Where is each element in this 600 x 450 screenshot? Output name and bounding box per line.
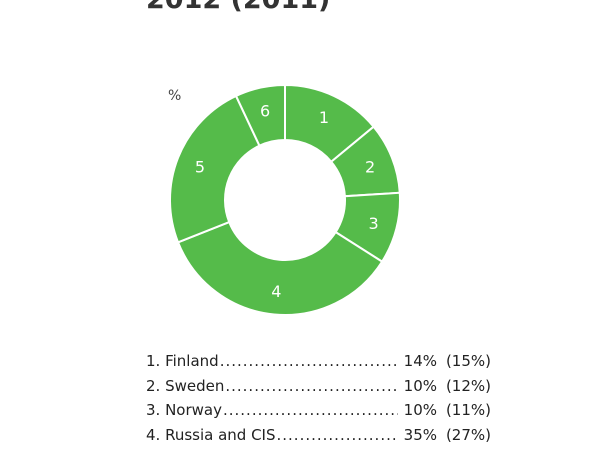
donut-slice-label-3: 3 xyxy=(369,214,379,233)
legend-row-sweden: 2. Sweden ..............................… xyxy=(146,377,491,402)
chart-title: 2012 (2011) xyxy=(146,0,330,15)
legend-row-norway: 3. Norway ..............................… xyxy=(146,401,491,426)
leader-dots: ........................................… xyxy=(276,425,399,444)
legend-label: 2. Sweden xyxy=(146,376,225,395)
leader-dots: ........................................… xyxy=(225,376,398,395)
unit-label: % xyxy=(168,88,182,104)
legend-value: 35% xyxy=(403,425,437,444)
donut-slice-label-5: 5 xyxy=(195,157,205,176)
legend-label: 4. Russia and CIS xyxy=(146,425,276,444)
donut-slice-label-1: 1 xyxy=(319,108,329,127)
leader-dots: ........................................… xyxy=(222,401,398,419)
legend-value: 10% xyxy=(403,401,437,419)
donut-slice-4 xyxy=(176,220,384,316)
legend-value: 10% xyxy=(403,376,437,395)
leader-dots: ........................................… xyxy=(219,352,398,370)
legend-row-finland: 1. Finland .............................… xyxy=(146,352,491,377)
legend-label: 1. Finland xyxy=(146,352,219,370)
donut-slice-labels: 1 2 3 4 5 6 xyxy=(195,102,379,301)
legend: 1. Finland .............................… xyxy=(146,352,491,450)
donut-slice-5 xyxy=(169,94,261,244)
donut-slice-label-4: 4 xyxy=(271,282,281,301)
donut-slice-6 xyxy=(234,83,286,148)
legend-label: 3. Norway xyxy=(146,401,222,419)
legend-previous: (12%) xyxy=(445,376,491,395)
donut-slices xyxy=(169,83,401,316)
legend-previous: (15%) xyxy=(445,352,491,370)
donut-slice-label-6: 6 xyxy=(260,102,270,121)
legend-row-russia-cis: 4. Russia and CIS ......................… xyxy=(146,426,491,450)
legend-previous: (11%) xyxy=(445,401,491,419)
legend-previous: (27%) xyxy=(445,425,491,444)
donut-slice-label-2: 2 xyxy=(365,157,375,176)
legend-value: 14% xyxy=(403,352,437,370)
